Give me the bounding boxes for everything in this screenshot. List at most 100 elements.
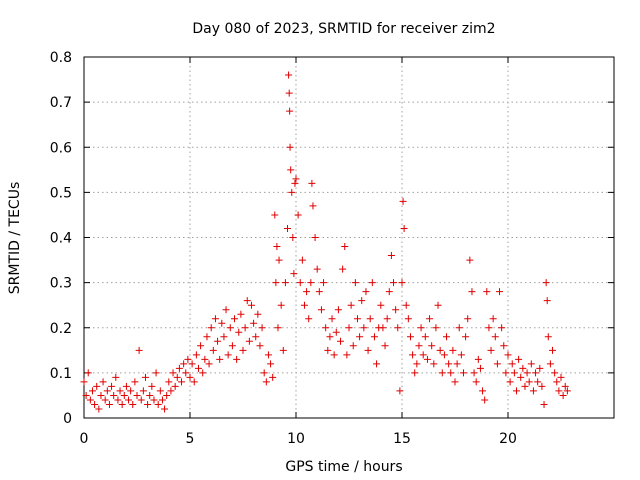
data-point: [515, 355, 523, 363]
data-point: [156, 387, 164, 395]
y-tick-label: 0.3: [50, 276, 72, 292]
data-point: [298, 256, 306, 264]
data-point: [332, 328, 340, 336]
data-point: [186, 373, 194, 381]
data-point: [286, 143, 294, 151]
data-point: [220, 333, 228, 341]
data-point: [93, 382, 101, 390]
y-tick-label: 0.1: [50, 366, 72, 382]
data-point: [231, 315, 239, 323]
data-point: [141, 373, 149, 381]
data-point: [479, 387, 487, 395]
data-point: [432, 324, 440, 332]
x-axis-label: GPS time / hours: [285, 459, 402, 475]
data-point: [250, 319, 258, 327]
data-point: [281, 279, 289, 287]
data-point: [146, 391, 154, 399]
data-point: [150, 396, 158, 404]
data-point: [438, 369, 446, 377]
data-point: [347, 301, 355, 309]
data-point: [173, 373, 181, 381]
data-point: [80, 378, 88, 386]
data-point: [519, 364, 527, 372]
data-point: [555, 387, 563, 395]
data-point: [239, 346, 247, 354]
data-point: [370, 333, 378, 341]
data-point: [267, 360, 275, 368]
data-point: [190, 378, 198, 386]
data-point: [207, 324, 215, 332]
data-point: [337, 337, 345, 345]
data-point: [218, 319, 226, 327]
data-point: [334, 306, 342, 314]
data-point: [330, 351, 338, 359]
data-point: [445, 360, 453, 368]
y-axis-label: SRMTID / TECUs: [7, 182, 23, 295]
data-point: [82, 391, 90, 399]
data-point: [343, 351, 351, 359]
data-point: [139, 387, 147, 395]
y-tick-label: 0.2: [50, 321, 72, 337]
data-point: [364, 346, 372, 354]
data-point: [417, 324, 425, 332]
data-point: [273, 243, 281, 251]
data-point: [182, 369, 190, 377]
data-point: [201, 355, 209, 363]
data-point: [341, 243, 349, 251]
data-point: [197, 342, 205, 350]
x-tick-label: 20: [499, 431, 517, 447]
data-point: [108, 382, 116, 390]
data-point: [430, 360, 438, 368]
data-point: [415, 342, 423, 350]
data-point: [353, 315, 361, 323]
data-point: [188, 360, 196, 368]
data-point: [546, 360, 554, 368]
data-point: [557, 373, 565, 381]
data-point: [135, 346, 143, 354]
data-point: [409, 351, 417, 359]
data-point: [129, 400, 137, 408]
data-point: [413, 360, 421, 368]
data-point: [483, 288, 491, 296]
data-point: [110, 391, 118, 399]
data-point: [216, 355, 224, 363]
y-tick-label: 0.4: [50, 231, 72, 247]
data-point: [307, 279, 315, 287]
data-point: [474, 355, 482, 363]
data-point: [525, 378, 533, 386]
y-tick-label: 0: [63, 411, 72, 427]
data-point: [428, 342, 436, 350]
data-point: [476, 364, 484, 372]
data-point: [379, 324, 387, 332]
data-point: [258, 324, 266, 332]
data-point: [313, 265, 321, 273]
data-point: [394, 324, 402, 332]
data-point: [311, 234, 319, 241]
data-point: [508, 360, 516, 368]
data-point: [532, 369, 540, 377]
data-point: [404, 315, 412, 323]
data-point: [224, 351, 232, 359]
data-point: [86, 396, 94, 404]
data-point: [252, 333, 260, 341]
data-point: [464, 315, 472, 323]
data-point: [496, 288, 504, 296]
data-point: [274, 324, 282, 332]
data-point: [114, 396, 122, 404]
data-point: [411, 369, 419, 377]
data-point: [211, 315, 219, 323]
data-point: [95, 405, 103, 413]
data-point: [390, 279, 398, 287]
data-point: [468, 288, 476, 296]
data-point: [175, 364, 183, 372]
x-tick-label: 5: [186, 431, 195, 447]
data-point: [358, 297, 366, 305]
data-point: [421, 333, 429, 341]
data-point: [315, 288, 323, 296]
data-point: [131, 378, 139, 386]
x-tick-label: 15: [393, 431, 411, 447]
data-point: [277, 301, 285, 309]
data-point: [540, 400, 548, 408]
data-point: [544, 333, 552, 341]
data-point: [285, 71, 293, 79]
